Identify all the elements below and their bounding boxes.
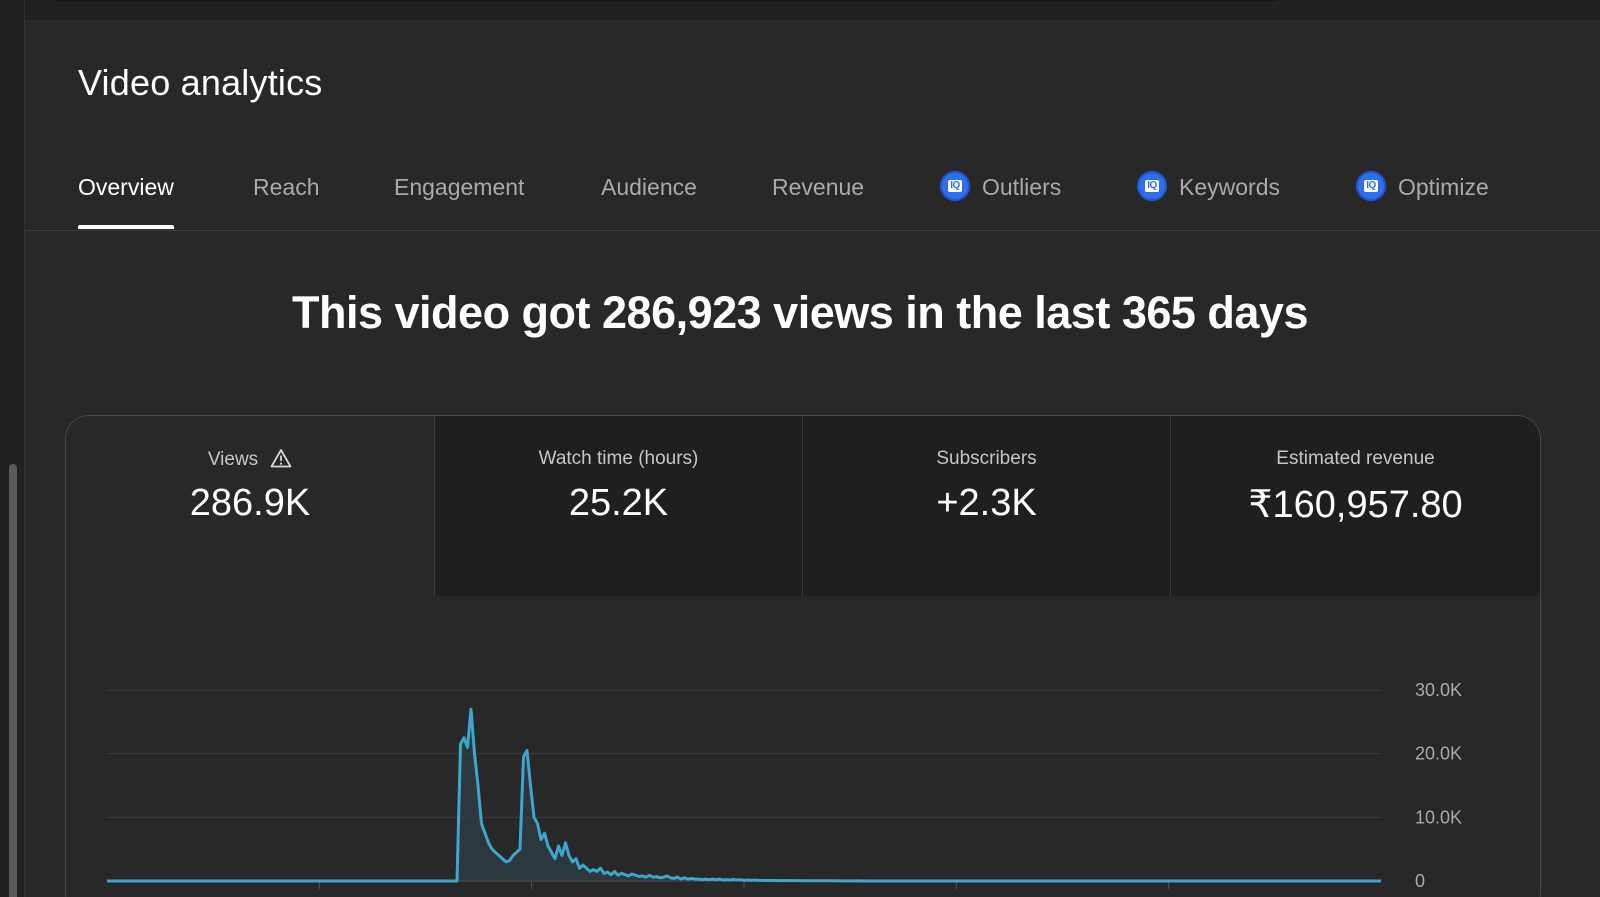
- tab-label: Optimize: [1398, 174, 1489, 200]
- metric-estimated-revenue[interactable]: Estimated revenue ₹160,957.80: [1170, 416, 1540, 596]
- metric-label: Subscribers: [936, 448, 1037, 469]
- tab-outliers[interactable]: IQ Outliers: [940, 158, 1061, 230]
- metric-label: Estimated revenue: [1276, 448, 1435, 469]
- tab-label: Keywords: [1179, 174, 1280, 200]
- tab-engagement[interactable]: Engagement: [394, 158, 524, 230]
- y-tick-label: 10.0K: [1415, 807, 1462, 827]
- y-tick-label: 20.0K: [1415, 744, 1462, 764]
- metric-label: Views: [66, 448, 434, 474]
- tab-keywords[interactable]: IQ Keywords: [1137, 158, 1280, 230]
- tab-label: Audience: [601, 174, 697, 200]
- metric-views[interactable]: Views 286.9K: [66, 416, 434, 596]
- metric-label: Watch time (hours): [538, 448, 699, 469]
- iq-badge-icon: IQ: [1356, 171, 1386, 201]
- active-tab-indicator: [78, 225, 174, 229]
- iq-badge-icon: IQ: [940, 171, 970, 201]
- metric-value: ₹160,957.80: [1248, 484, 1463, 526]
- scrollbar-thumb[interactable]: [9, 464, 17, 897]
- left-rail: [0, 0, 25, 897]
- tab-label: Outliers: [982, 174, 1062, 200]
- metric-value: +2.3K: [936, 482, 1037, 524]
- warning-triangle-icon[interactable]: [270, 448, 292, 474]
- metric-subscribers[interactable]: Subscribers +2.3K: [802, 416, 1170, 596]
- tab-label: Engagement: [394, 174, 525, 200]
- summary-headline: This video got 286,923 views in the last…: [292, 287, 1308, 338]
- tab-optimize[interactable]: IQ Optimize: [1356, 158, 1489, 230]
- tab-revenue[interactable]: Revenue: [772, 158, 864, 230]
- tab-label: Revenue: [772, 174, 865, 200]
- metric-value: 25.2K: [568, 482, 669, 524]
- metric-watch-time[interactable]: Watch time (hours) 25.2K: [434, 416, 802, 596]
- tab-audience[interactable]: Audience: [601, 158, 697, 230]
- analytics-card: Views 286.9K Watch time (hours) 25.2K Su…: [65, 415, 1541, 897]
- tab-overview[interactable]: Overview: [78, 158, 174, 230]
- views-series-line[interactable]: [107, 707, 1381, 883]
- y-tick-label: 30.0K: [1415, 680, 1462, 700]
- page-title: Video analytics: [78, 62, 323, 103]
- search-bar[interactable]: [52, 0, 1282, 2]
- tab-label: Overview: [78, 174, 174, 200]
- tab-bar: Overview Reach Engagement Audience Reven…: [25, 158, 1600, 231]
- views-area-fill: [107, 709, 1381, 881]
- tab-label: Reach: [253, 174, 320, 200]
- y-tick-label: 0: [1415, 871, 1425, 891]
- iq-badge-icon: IQ: [1137, 171, 1167, 201]
- top-bar: [0, 0, 1600, 20]
- metric-value: 286.9K: [189, 482, 311, 524]
- tab-reach[interactable]: Reach: [253, 158, 319, 230]
- views-line-chart[interactable]: 0 10.0K 20.0K 30.0K: [66, 416, 1540, 897]
